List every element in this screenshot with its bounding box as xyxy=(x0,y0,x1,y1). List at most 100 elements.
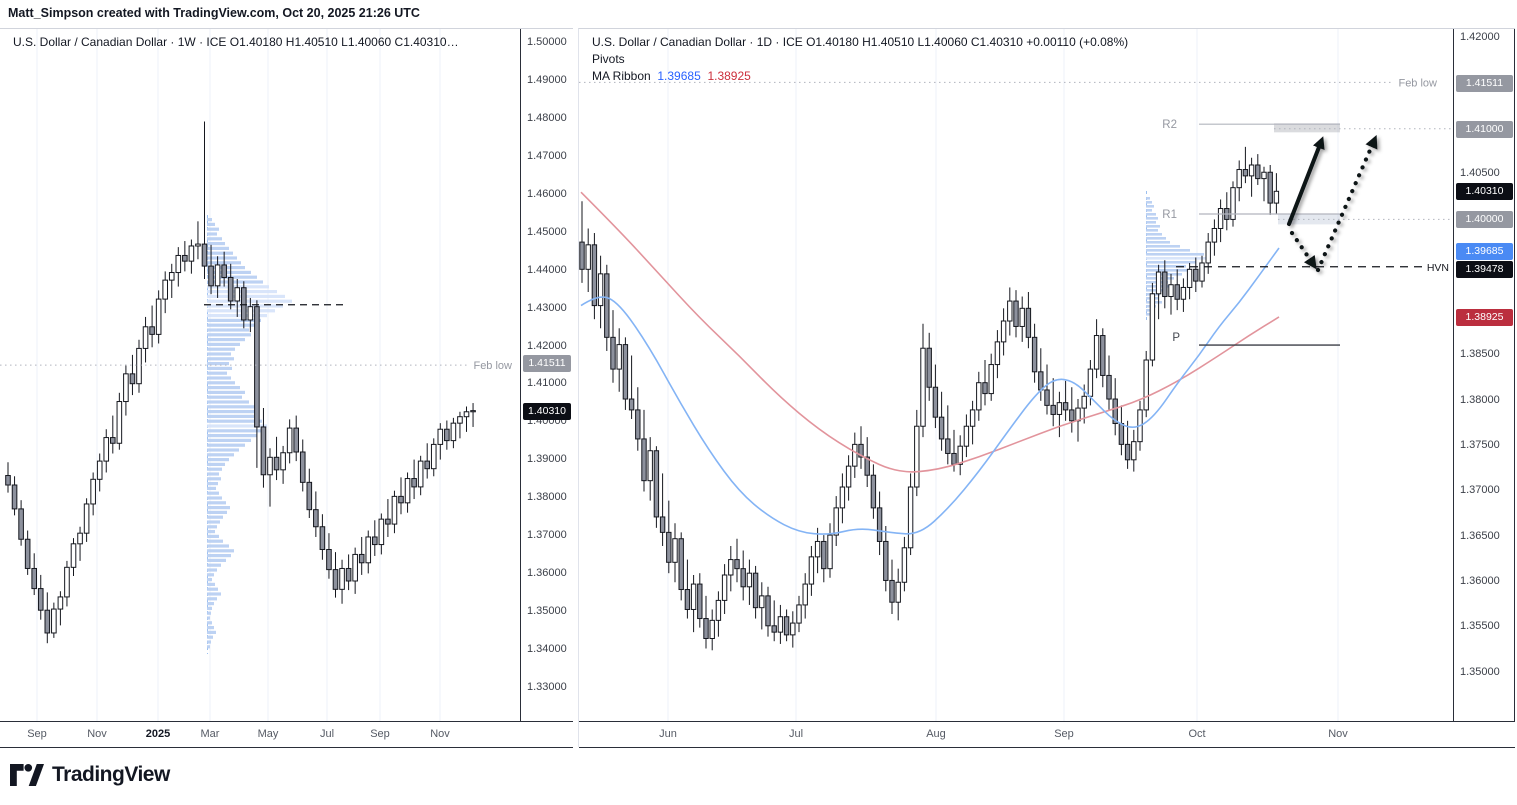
volume-profile-bar xyxy=(207,309,275,313)
weekly-chart-panel: Feb low U.S. Dollar / Canadian Dollar · … xyxy=(0,28,574,748)
candle-up xyxy=(759,595,765,609)
volume-profile-bar xyxy=(207,318,261,322)
candle-up xyxy=(969,409,976,427)
candle-up xyxy=(168,272,175,281)
candle-down xyxy=(678,538,684,591)
candle-up xyxy=(267,456,273,476)
candle-up xyxy=(365,536,372,564)
symbol-title: U.S. Dollar / Canadian Dollar · 1D · ICE… xyxy=(592,35,1129,49)
volume-profile-bar xyxy=(207,640,211,644)
volume-profile-bar xyxy=(207,496,222,500)
candle-down xyxy=(306,481,313,511)
candle-up xyxy=(96,460,103,480)
candle-up xyxy=(585,244,591,270)
volume-profile-bar xyxy=(1146,233,1162,236)
price-tick: 1.37000 xyxy=(1460,484,1500,496)
ma-slow-line xyxy=(580,191,1280,473)
candle-up xyxy=(64,566,70,598)
projection-arrow-dotted xyxy=(1289,230,1317,270)
month-label: Nov xyxy=(430,728,450,740)
volume-profile-bar xyxy=(207,491,219,495)
volume-profile-bar xyxy=(207,467,222,471)
price-badge: 1.39685 xyxy=(1456,243,1513,260)
volume-profile-bar xyxy=(1146,197,1150,200)
daily-chart-panel: Feb low R2 R1 P HVN U.S. Dollar / Canadian D… xyxy=(578,28,1516,748)
volume-profile-bar xyxy=(1146,217,1158,220)
price-tick: 1.42000 xyxy=(1460,31,1500,43)
price-tick: 1.44000 xyxy=(527,264,567,276)
volume-profile-bar xyxy=(207,573,214,577)
volume-profile-bar xyxy=(207,438,251,442)
candle-down xyxy=(1174,284,1180,300)
candle-down xyxy=(1242,169,1249,177)
volume-profile-bar xyxy=(207,530,215,534)
price-tick: 1.48000 xyxy=(527,112,567,124)
volume-profile-bar xyxy=(207,395,242,399)
symbol-title: U.S. Dollar / Canadian Dollar · 1W · ICE… xyxy=(13,35,459,49)
candle-up xyxy=(195,243,201,247)
candle-down xyxy=(938,416,945,440)
candle-up xyxy=(286,427,293,454)
candle-down xyxy=(579,241,585,270)
level-label-feb-low: Feb low xyxy=(473,360,512,372)
price-badge: 1.41511 xyxy=(523,355,571,372)
credit-line: Matt_Simpson created with TradingView.co… xyxy=(8,6,420,20)
candle-up xyxy=(597,273,604,307)
volume-profile-bar xyxy=(207,429,263,433)
volume-profile-bar xyxy=(207,453,234,457)
candle-down xyxy=(1255,164,1261,180)
price-tick: 1.42000 xyxy=(527,340,567,352)
candle-down xyxy=(734,559,740,570)
volume-profile-bar xyxy=(207,376,231,380)
volume-profile-bar xyxy=(207,280,263,284)
candle-down xyxy=(273,456,280,471)
candle-up xyxy=(1007,300,1013,322)
candle-down xyxy=(129,373,136,385)
candle-up xyxy=(437,428,444,445)
candle-down xyxy=(926,347,932,388)
level-label-r1: R1 xyxy=(1162,209,1177,221)
month-label: Sep xyxy=(1054,728,1074,740)
candle-down xyxy=(44,609,51,634)
volume-profile-bar xyxy=(207,549,234,553)
panel-right-border xyxy=(1514,29,1515,721)
weekly-chart-title: U.S. Dollar / Canadian Dollar · 1W · ICE… xyxy=(13,35,459,52)
price-tick: 1.35500 xyxy=(1460,620,1500,632)
candle-down xyxy=(149,326,155,335)
volume-profile-bar xyxy=(1146,213,1156,216)
candle-up xyxy=(1168,284,1174,298)
candle-up xyxy=(1019,307,1025,327)
candle-up xyxy=(155,298,162,335)
volume-profile-bar xyxy=(207,347,235,351)
candle-up xyxy=(162,279,168,300)
candle-up xyxy=(1236,169,1242,189)
year-label: 2025 xyxy=(145,728,171,740)
price-tick: 1.50000 xyxy=(527,36,567,48)
candle-up xyxy=(463,411,470,418)
volume-profile-bar xyxy=(1146,245,1180,248)
candle-up xyxy=(430,443,437,470)
candle-up xyxy=(136,347,142,385)
volume-profile-bar xyxy=(207,462,225,466)
volume-profile-bar xyxy=(207,371,227,375)
tradingview-logo[interactable]: TradingView xyxy=(10,762,170,788)
volume-profile-bar xyxy=(1146,221,1156,224)
ma-ribbon-label: MA Ribbon xyxy=(592,69,651,83)
candle-up xyxy=(1149,293,1156,361)
candle-up xyxy=(1081,395,1087,409)
volume-profile-bar xyxy=(207,323,255,327)
volume-profile-bar xyxy=(207,592,221,596)
price-tick: 1.37000 xyxy=(527,529,567,541)
candle-up xyxy=(994,341,1001,366)
candle-up xyxy=(976,382,982,411)
candle-down xyxy=(444,428,450,442)
candle-up xyxy=(1186,268,1193,288)
volume-profile-bar xyxy=(207,381,235,385)
volume-profile-bar xyxy=(1146,257,1208,260)
price-badge: 1.38925 xyxy=(1456,309,1513,326)
volume-profile-bar xyxy=(1146,225,1160,228)
candle-down xyxy=(628,398,635,411)
candle-up xyxy=(957,445,963,465)
candle-down xyxy=(858,443,864,458)
daily-chart-title: U.S. Dollar / Canadian Dollar · 1D · ICE… xyxy=(592,35,1128,86)
